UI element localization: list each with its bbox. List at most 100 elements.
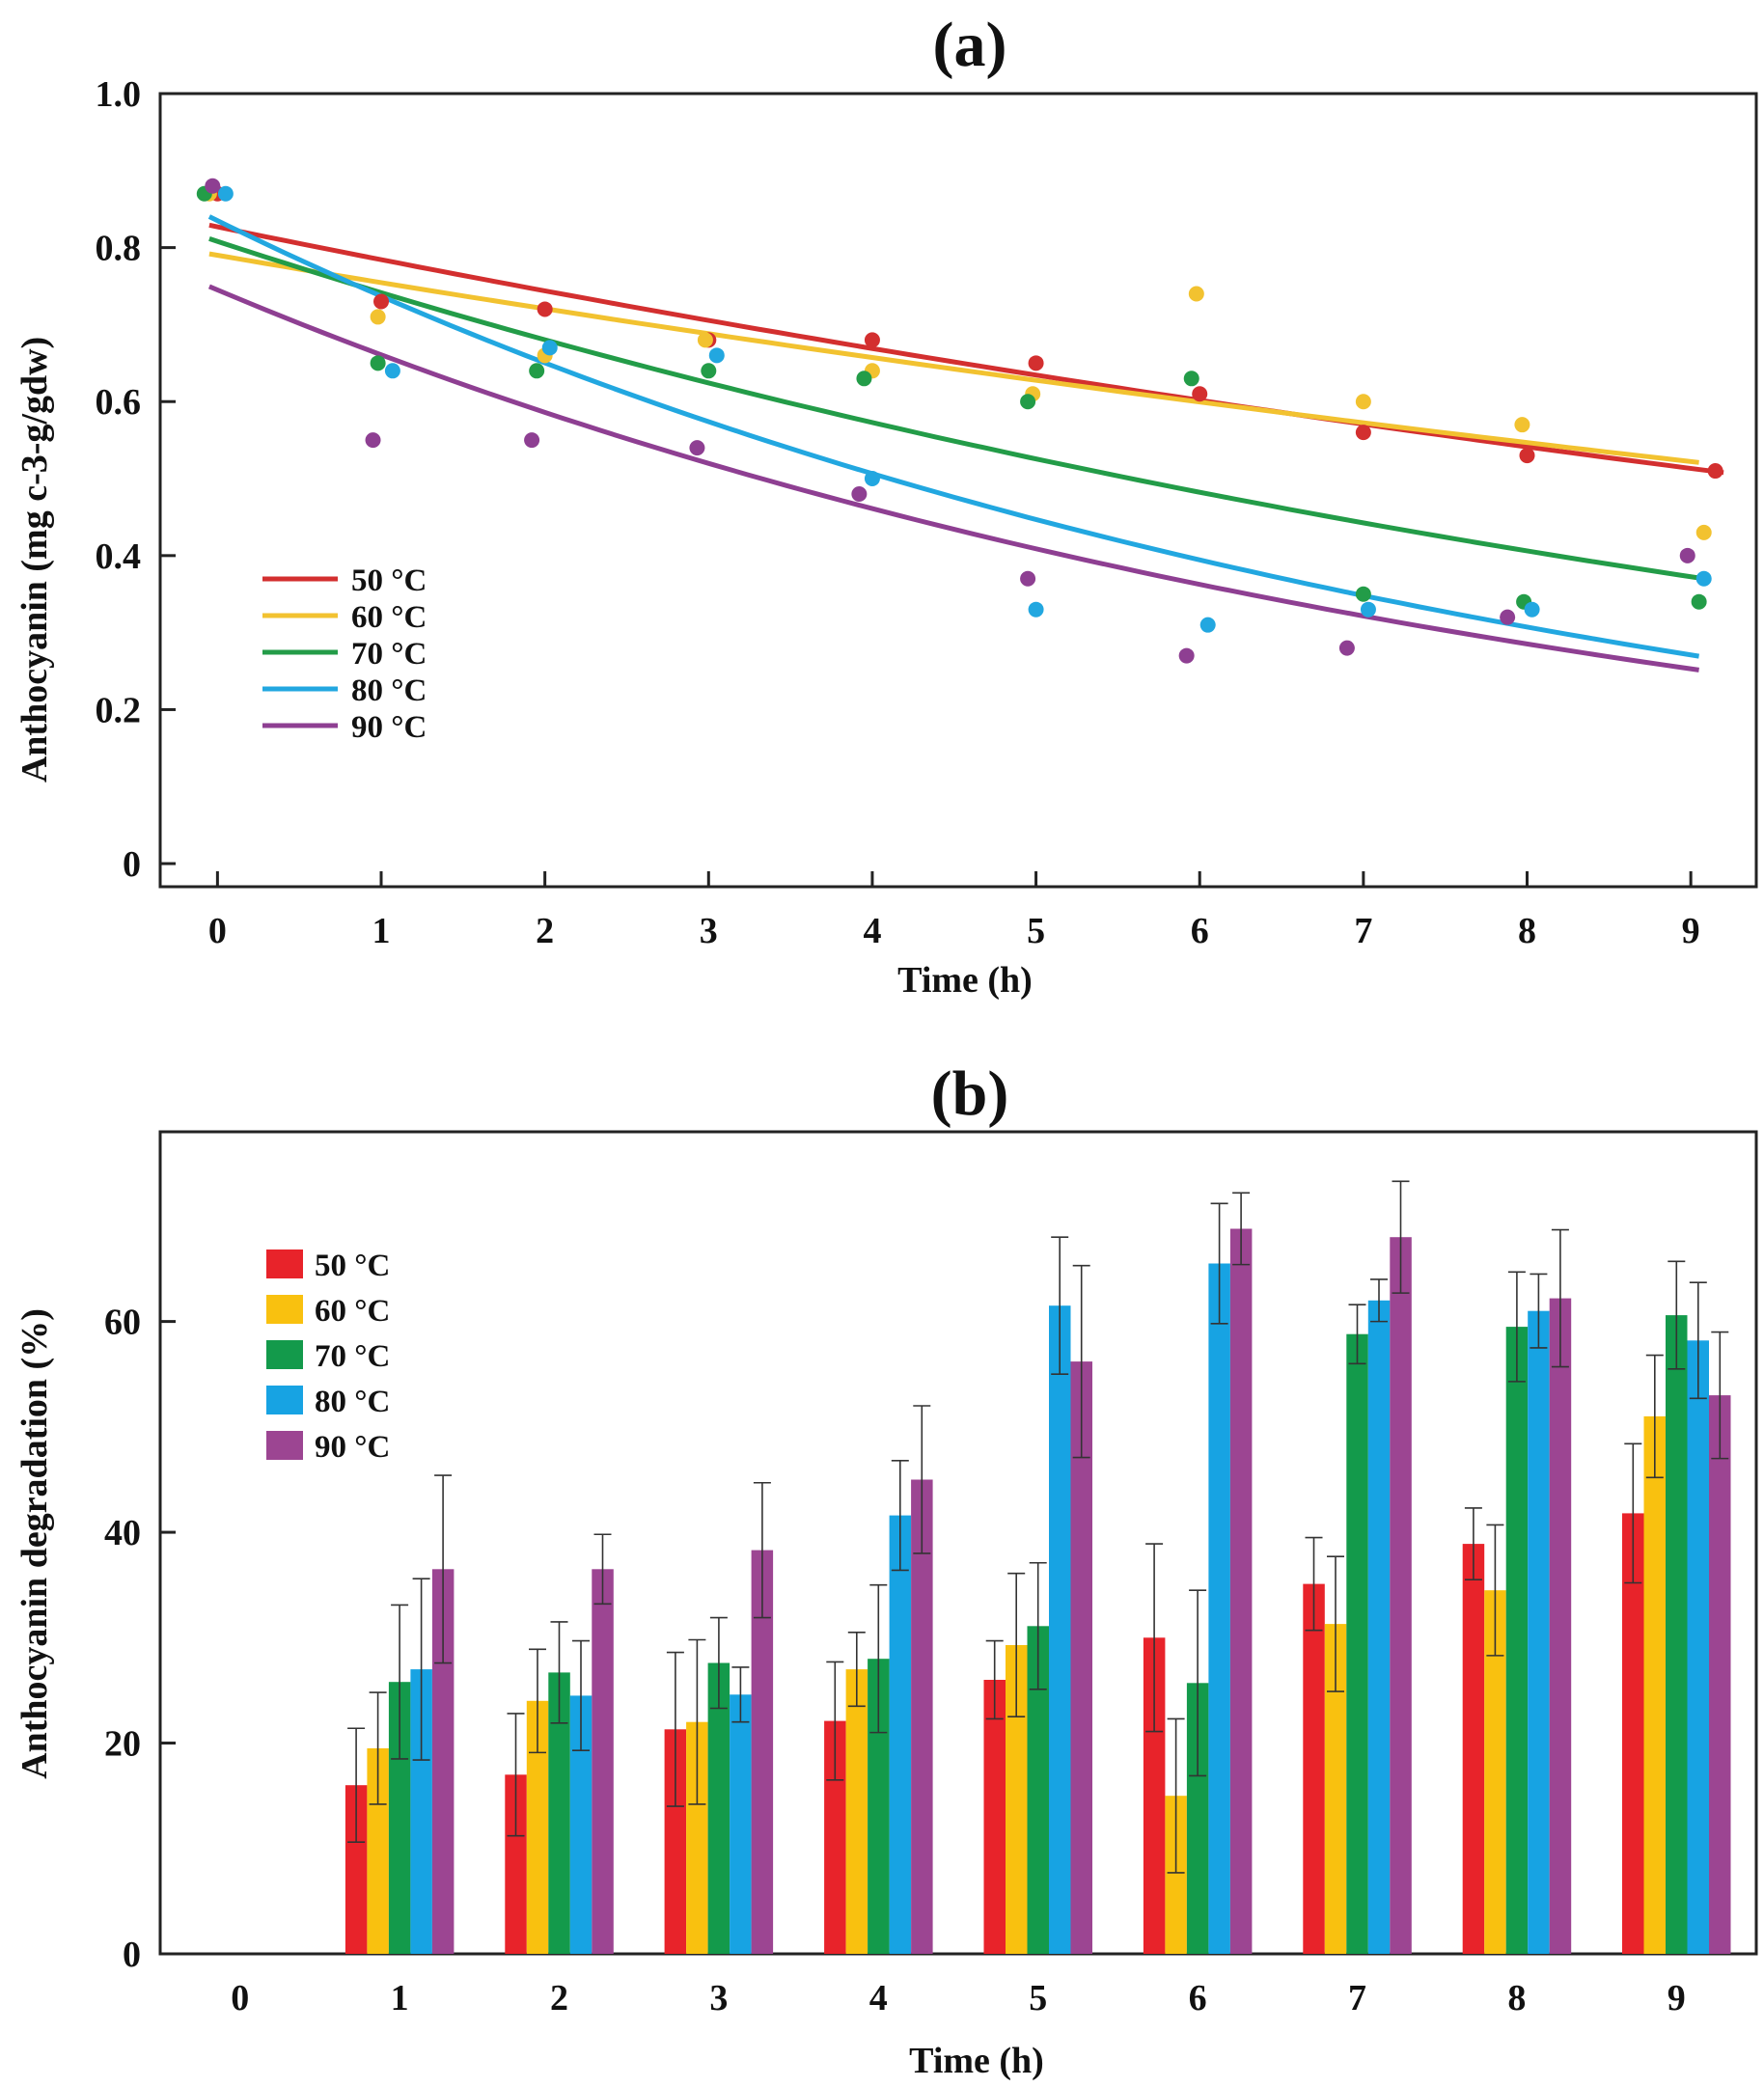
- panel-b-error-bar: [1348, 1304, 1366, 1365]
- panel-b-error-bar: [434, 1474, 453, 1664]
- panel-b-error-bar: [593, 1533, 612, 1606]
- panel-b-error-bar: [369, 1691, 387, 1805]
- panel-a-x-tick-label: 4: [863, 911, 881, 951]
- panel-b-bar: [1303, 1583, 1325, 1954]
- panel-b-error-bar: [347, 1727, 366, 1844]
- panel-a-data-point: [1519, 448, 1535, 464]
- panel-b-bar: [707, 1662, 730, 1954]
- panel-b-error-bar: [1072, 1264, 1090, 1459]
- panel-a-data-point: [708, 347, 725, 364]
- panel-a-title: (a): [933, 10, 1007, 80]
- panel-b-error-bar: [753, 1481, 771, 1619]
- panel-a-data-point: [1355, 586, 1371, 602]
- panel-b-x-axis-label: Time (h): [909, 2041, 1044, 2081]
- panel-a-fit-line: [208, 251, 1699, 465]
- panel-a-data-point: [217, 185, 234, 202]
- panel-a-data-point: [851, 485, 868, 502]
- panel-a-y-axis: 0 0.2 0.4 0.6 0.8 1.0: [96, 74, 176, 885]
- panel-b-error-bar: [572, 1639, 590, 1751]
- panel-b-bar: [410, 1669, 432, 1954]
- panel-b-bar: [889, 1515, 912, 1954]
- panel-b-x-tick-label: 8: [1507, 1978, 1526, 2018]
- panel-b-title: (b): [931, 1058, 1009, 1129]
- panel-a-data-point: [701, 363, 717, 379]
- panel-a-data-point: [1338, 640, 1355, 656]
- panel-b-error-bar: [869, 1583, 888, 1734]
- panel-a-legend-label: 90 °C: [351, 710, 427, 745]
- panel-a-legend-label: 50 °C: [351, 563, 427, 598]
- panel-b-error-bar: [1029, 1561, 1047, 1690]
- panel-a-data-point: [1500, 609, 1516, 625]
- panel-b-bar: [1165, 1796, 1187, 1954]
- panel-a-y-axis-label: Anthocyanin (mg c-3-g/gdw): [14, 337, 55, 783]
- panel-a-data-point: [1178, 647, 1195, 664]
- panel-a-data-point: [373, 293, 390, 310]
- panel-b-x-axis: 0 1 2 3 4 5 6 7 8 9: [231, 1978, 1686, 2018]
- panel-a-data-point: [384, 363, 400, 379]
- panel-b-error-bar: [985, 1639, 1004, 1720]
- panel-a-data-point: [1199, 617, 1216, 633]
- panel-b-error-bar: [688, 1638, 706, 1805]
- panel-b-bar: [1687, 1340, 1709, 1954]
- panel-a-x-tick-label: 3: [700, 911, 718, 951]
- panel-b-x-tick-label: 6: [1189, 1978, 1207, 2018]
- panel-b-error-bar: [1711, 1331, 1729, 1460]
- panel-b-legend-label: 90 °C: [315, 1430, 390, 1465]
- panel-b-error-bar: [1007, 1572, 1026, 1718]
- panel-b-x-tick-label: 3: [709, 1978, 728, 2018]
- panel-b-bar: [1528, 1310, 1550, 1954]
- panel-b-bar: [1143, 1637, 1166, 1954]
- panel-b-y-tick-label: 20: [104, 1724, 141, 1765]
- panel-a-data-point: [537, 301, 553, 317]
- panel-b-error-bar: [1464, 1507, 1482, 1581]
- panel-a-data-point: [524, 432, 540, 449]
- panel-a-data-point: [1028, 601, 1044, 618]
- panel-a-x-tick-label: 0: [208, 911, 227, 951]
- panel-a-x-tick-label: 1: [372, 911, 391, 951]
- panel-b-bar: [664, 1729, 687, 1954]
- panel-a-x-axis: 0 1 2 3 4 5 6 7 8 9: [208, 871, 1700, 951]
- panel-b-bar: [569, 1695, 593, 1954]
- panel-b-error-bar: [1051, 1236, 1069, 1376]
- panel-b-bar-chart: (b) 0 20 40 60 0 1 2 3 4 5 6 7 8 9 Time (h) Anthocya…: [14, 1058, 1758, 2081]
- panel-a-line-chart: (a) 0 0.2 0.4 0.6 0.8 1.0 0 1 2 3 4 5 6 7 8 9 Time (h)…: [14, 10, 1758, 1001]
- panel-a-data-points: [196, 178, 1723, 664]
- panel-b-x-tick-label: 7: [1348, 1978, 1366, 2018]
- panel-a-data-point: [1360, 601, 1376, 618]
- panel-b-bar: [548, 1672, 570, 1954]
- panel-a-data-point: [529, 363, 545, 379]
- panel-b-x-tick-label: 9: [1668, 1978, 1686, 2018]
- panel-b-y-axis: 0 20 40 60: [104, 1303, 176, 1975]
- panel-b-bar: [911, 1479, 933, 1954]
- panel-a-data-point: [1524, 601, 1540, 618]
- panel-a-fit-line: [208, 222, 1724, 476]
- panel-b-error-bar: [826, 1661, 844, 1781]
- panel-a-data-point: [1355, 425, 1371, 441]
- panel-a-y-tick-label: 0.4: [96, 536, 142, 577]
- panel-b-bar: [1049, 1305, 1071, 1954]
- panel-b-legend-swatch: [266, 1340, 303, 1369]
- panel-b-bar: [345, 1785, 368, 1954]
- panel-a-data-point: [1355, 394, 1371, 410]
- panel-b-bar: [592, 1569, 614, 1954]
- panel-a-y-tick-label: 0.2: [96, 690, 142, 730]
- panel-b-error-bar: [1530, 1273, 1548, 1349]
- panel-b-bar: [730, 1694, 752, 1954]
- panel-b-error-bar: [666, 1651, 684, 1807]
- panel-b-bar: [367, 1748, 389, 1954]
- panel-b-bar: [1027, 1626, 1049, 1954]
- panel-a-y-tick-label: 0.6: [96, 382, 142, 423]
- panel-b-y-axis-label: Anthocyanin degradation (%): [14, 1308, 55, 1779]
- panel-b-legend-label: 70 °C: [315, 1339, 390, 1374]
- panel-a-data-point: [856, 371, 872, 387]
- panel-b-error-bar: [1305, 1536, 1323, 1632]
- panel-b-bar: [1462, 1544, 1485, 1954]
- panel-a-legend-label: 80 °C: [351, 673, 427, 708]
- panel-b-error-bar: [1689, 1281, 1707, 1400]
- panel-b-error-bar: [550, 1621, 568, 1724]
- panel-b-y-tick-label: 0: [123, 1935, 141, 1975]
- panel-a-x-tick-label: 6: [1191, 911, 1209, 951]
- panel-b-error-bars: [347, 1180, 1729, 1874]
- panel-a-data-point: [1695, 570, 1712, 587]
- panel-a-x-tick-label: 7: [1354, 911, 1372, 951]
